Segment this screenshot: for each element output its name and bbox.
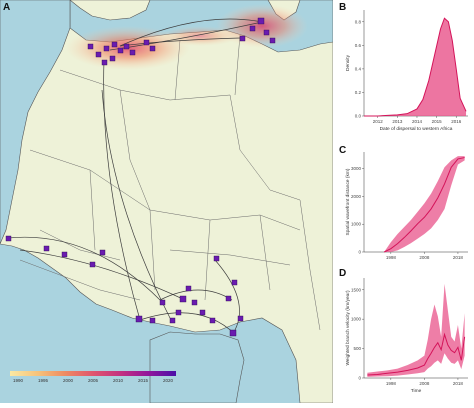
- node: [175, 309, 182, 316]
- atlantic-coast: [0, 0, 71, 245]
- y-axis-label: Spatial wavefront distance (km): [345, 168, 351, 235]
- node: [191, 299, 198, 306]
- node: [135, 315, 143, 323]
- chart-density: 0.0 0.2 0.4 0.6 0.8 2012 2013 2014 2015 2016 Densi…: [345, 10, 468, 132]
- node: [129, 49, 136, 56]
- chart-velocity: 0 500 1000 1500 1998 2008 2018 Weighted branch …: [345, 278, 468, 394]
- y-tick-label: 2000: [351, 194, 362, 199]
- colorbar-tick-label: 2020: [163, 378, 174, 383]
- node: [159, 299, 166, 306]
- panel-letter-a: A: [3, 2, 11, 13]
- colorbar-tick-label: 2010: [113, 378, 124, 383]
- node: [149, 317, 156, 324]
- y-tick-label: 0.4: [355, 66, 362, 71]
- y-tick-label: 0.6: [355, 43, 362, 48]
- node: [169, 317, 176, 324]
- node: [95, 51, 102, 58]
- y-tick-label: 0.8: [355, 19, 362, 24]
- node: [87, 43, 94, 50]
- x-tick-label: 2018: [453, 255, 464, 260]
- median-line: [383, 157, 465, 253]
- x-tick-label: 2008: [419, 381, 430, 386]
- node: [123, 43, 130, 50]
- node: [257, 17, 265, 25]
- y-tick-label: 500: [353, 346, 361, 351]
- color-bar-ticks: 1990 1995 2000 2005 2010 2015 2020: [13, 378, 174, 383]
- density-area: [364, 18, 467, 116]
- nodes-south: [5, 235, 244, 337]
- x-tick-label: 2016: [451, 119, 462, 124]
- node: [5, 235, 12, 242]
- x-tick-label: 2018: [453, 381, 464, 386]
- node: [109, 55, 116, 62]
- ci-band: [384, 156, 465, 252]
- colorbar-tick-label: 1995: [38, 378, 49, 383]
- node: [199, 309, 206, 316]
- node: [237, 315, 244, 322]
- median-line: [367, 332, 466, 376]
- node: [185, 285, 192, 292]
- node: [263, 29, 270, 36]
- x-axis-label: Date of dispersal to western Africa: [380, 126, 453, 132]
- y-tick-label: 1000: [351, 222, 362, 227]
- node: [269, 37, 276, 44]
- colorbar-tick-label: 2015: [138, 378, 149, 383]
- node: [209, 317, 216, 324]
- node: [249, 25, 256, 32]
- panel-letter-b: B: [339, 2, 347, 13]
- dispersal-branches: [7, 18, 263, 336]
- x-tick-label: 2014: [412, 119, 423, 124]
- x-axis-label: Time: [411, 388, 422, 394]
- y-tick-label: 0: [358, 376, 361, 381]
- density-line: [364, 17, 467, 117]
- node: [99, 249, 106, 256]
- node: [179, 295, 187, 303]
- node: [103, 45, 110, 52]
- chart-wavefront: 0 1000 2000 3000 1998 2008 2018 Spatial wavefro…: [345, 152, 468, 260]
- nodes-north: [87, 17, 276, 66]
- land-iberia: [69, 0, 151, 21]
- node: [117, 47, 124, 54]
- y-tick-label: 3000: [351, 166, 362, 171]
- node: [239, 35, 246, 42]
- node: [111, 41, 118, 48]
- y-tick-label: 1000: [351, 317, 362, 322]
- map-panel: 1990 1995 2000 2005 2010 2015 2020: [0, 0, 334, 404]
- y-tick-label: 0: [358, 250, 361, 255]
- node: [89, 261, 96, 268]
- panel-letter-d: D: [339, 268, 347, 279]
- node: [43, 245, 50, 252]
- node: [101, 59, 108, 66]
- map-svg: 1990 1995 2000 2005 2010 2015 2020: [0, 0, 334, 404]
- y-axis-label: Density: [345, 54, 351, 71]
- ci-band: [367, 283, 465, 377]
- x-tick-label: 1998: [386, 381, 397, 386]
- x-tick-label: 2015: [432, 119, 443, 124]
- x-tick-label: 2013: [392, 119, 403, 124]
- y-tick-label: 0.0: [355, 114, 362, 119]
- node: [225, 295, 232, 302]
- x-tick-label: 2012: [373, 119, 384, 124]
- x-tick-label: 1998: [386, 255, 397, 260]
- panel-letter-c: C: [339, 145, 347, 156]
- y-tick-label: 0.2: [355, 90, 362, 95]
- color-bar: [10, 371, 176, 376]
- gulf-of-guinea: [149, 331, 245, 404]
- node: [231, 279, 238, 286]
- colorbar-tick-label: 2000: [63, 378, 74, 383]
- node: [213, 255, 220, 262]
- y-tick-label: 1500: [351, 287, 362, 292]
- colorbar-tick-label: 1990: [13, 378, 24, 383]
- colorbar-tick-label: 2005: [88, 378, 99, 383]
- node: [143, 39, 150, 46]
- node: [149, 45, 156, 52]
- node: [229, 329, 237, 337]
- node: [61, 251, 68, 258]
- x-tick-label: 2008: [419, 255, 430, 260]
- y-axis-label: Weighted branch velocity (km/year): [345, 290, 351, 365]
